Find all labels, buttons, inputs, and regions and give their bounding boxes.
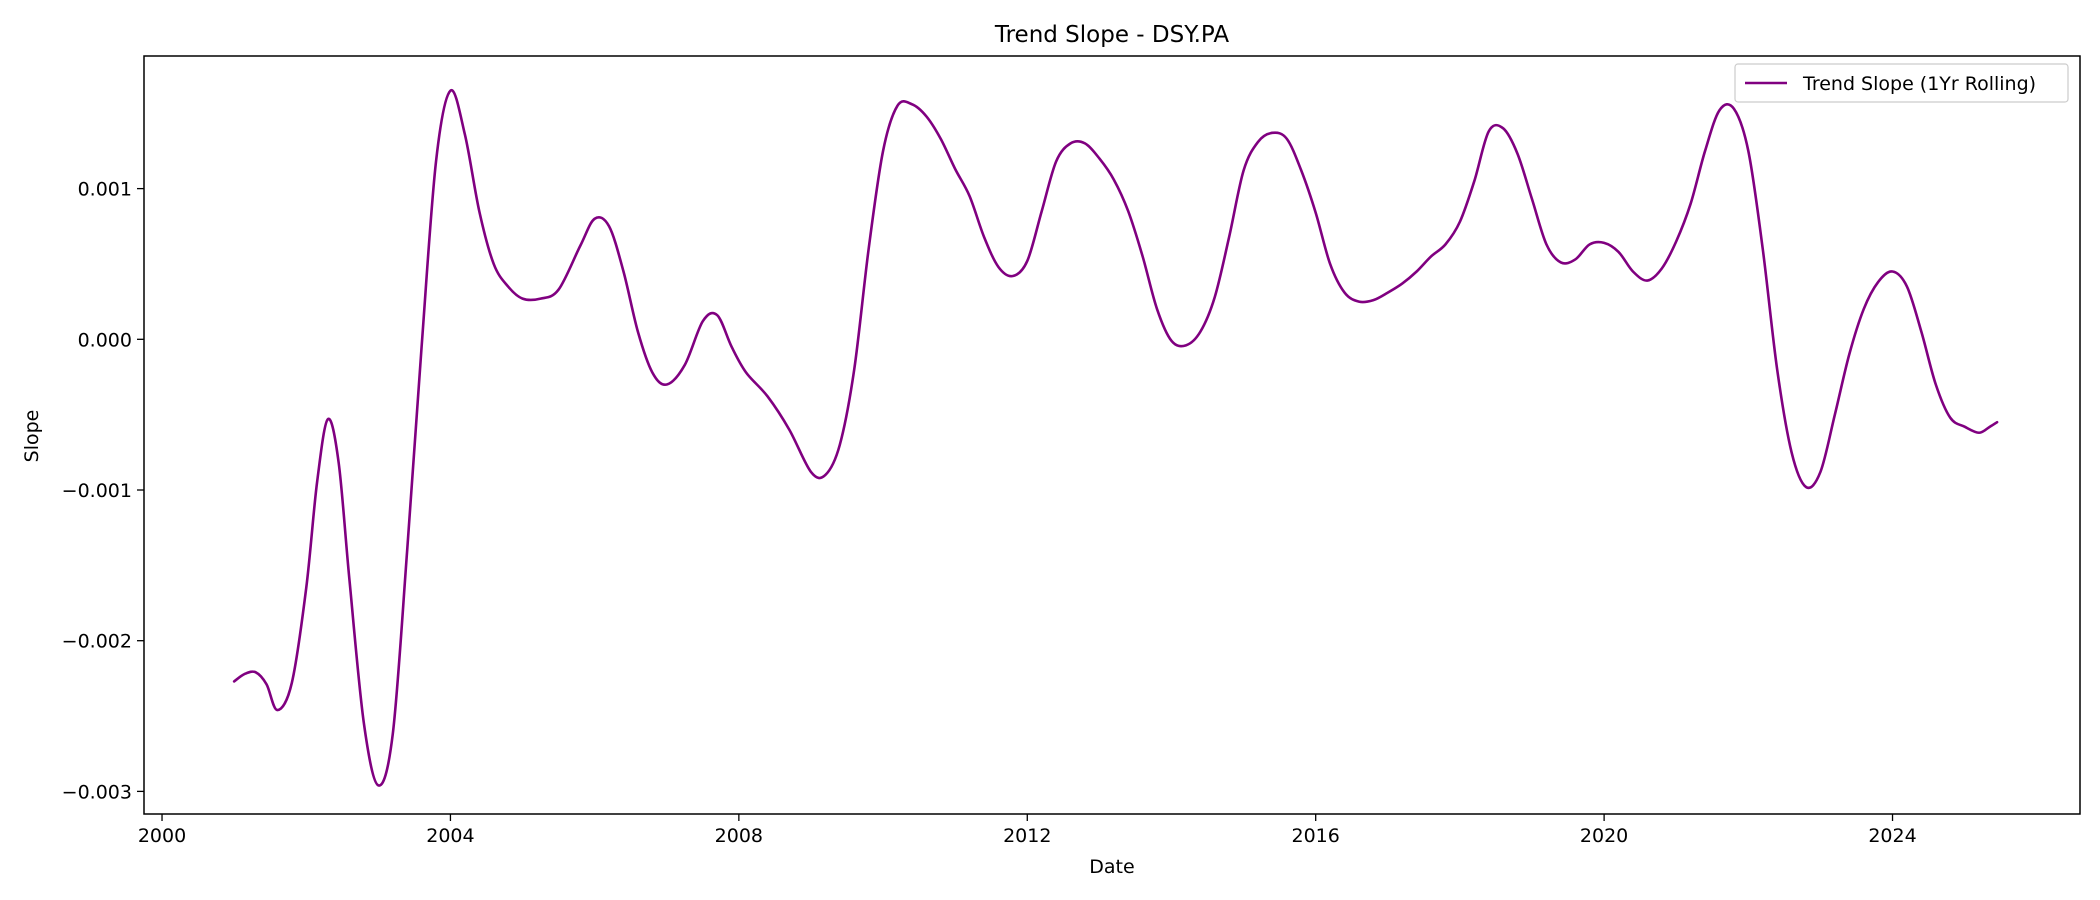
- x-tick-label: 2020: [1580, 825, 1628, 847]
- x-tick-label: 2004: [426, 825, 474, 847]
- y-tick-label: −0.002: [62, 631, 132, 653]
- y-axis-label: Slope: [21, 410, 43, 463]
- legend: Trend Slope (1Yr Rolling): [1734, 63, 2069, 103]
- legend-label: Trend Slope (1Yr Rolling): [1802, 73, 2036, 95]
- x-tick-label: 2012: [1003, 825, 1051, 847]
- chart-title: Trend Slope - DSY.PA: [994, 22, 1229, 48]
- x-tick-label: 2016: [1292, 825, 1340, 847]
- plot-area-frame: [143, 55, 2081, 815]
- x-tick-label: 2000: [138, 825, 186, 847]
- y-tick-label: −0.001: [62, 480, 132, 502]
- y-axis-ticks: 0.001 0.000 −0.001 −0.002 −0.003: [62, 179, 144, 803]
- x-tick-label: 2008: [715, 825, 763, 847]
- series-layer: [232, 89, 1999, 787]
- y-tick-label: −0.003: [62, 781, 132, 803]
- x-axis-ticks: 2000 2004 2008 2012 2016 2020 2024: [138, 814, 1917, 847]
- y-tick-label: 0.000: [78, 329, 132, 351]
- x-axis-label: Date: [1089, 856, 1134, 878]
- legend-box: [1734, 63, 2069, 103]
- y-tick-label: 0.001: [78, 179, 132, 201]
- x-tick-label: 2024: [1868, 825, 1916, 847]
- series-line-trend-slope: [232, 89, 1999, 787]
